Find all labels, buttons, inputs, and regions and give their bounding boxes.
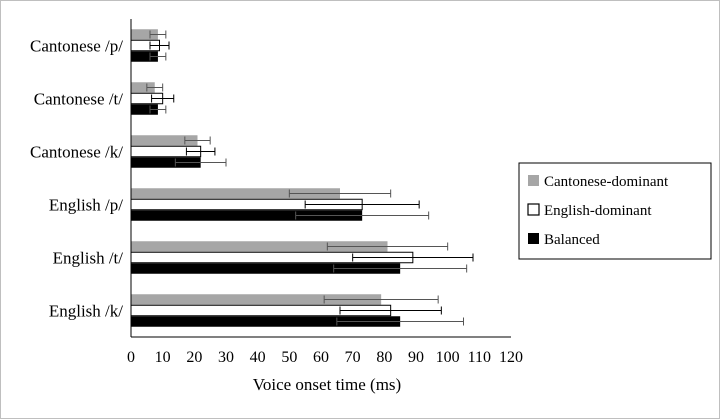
legend-swatch-2: [528, 233, 539, 244]
x-tick-label-8: 80: [376, 349, 392, 366]
error-bars-layer: [146, 30, 474, 326]
bar-balanced-0: [131, 51, 158, 62]
x-tick-label-1: 10: [155, 349, 171, 366]
bar-cantonese-dominant-2: [131, 135, 198, 146]
x-tick-label-4: 40: [250, 349, 266, 366]
bar-balanced-3: [131, 210, 363, 221]
x-tick-label-11: 110: [468, 349, 491, 366]
legend-box: [518, 162, 712, 260]
legend-label-1: English-dominant: [544, 203, 652, 219]
x-tick-label-10: 100: [436, 349, 460, 366]
category-label-3: English /p/: [49, 196, 123, 215]
bar-cantonese-dominant-4: [131, 241, 388, 252]
bar-balanced-5: [131, 316, 401, 327]
x-axis-title: Voice onset time (ms): [253, 375, 401, 394]
category-label-1: Cantonese /t/: [34, 90, 124, 109]
category-label-0: Cantonese /p/: [30, 37, 123, 56]
x-tick-label-7: 70: [345, 349, 361, 366]
category-label-2: Cantonese /k/: [30, 143, 123, 162]
bar-cantonese-dominant-0: [131, 29, 158, 40]
bars-layer: [130, 29, 414, 327]
x-tick-label-12: 120: [499, 349, 523, 366]
legend-swatch-1: [527, 203, 540, 216]
x-tick-label-2: 20: [186, 349, 202, 366]
x-tick-label-0: 0: [127, 349, 135, 366]
bar-cantonese-dominant-5: [131, 294, 382, 305]
legend-swatch-0: [528, 175, 539, 186]
bar-balanced-4: [131, 263, 401, 274]
x-tick-label-6: 60: [313, 349, 329, 366]
category-label-4: English /t/: [53, 249, 124, 268]
bar-balanced-2: [131, 157, 201, 168]
x-tick-labels: 0 10 20 30 40 50 60 70 80 90 100 110 120: [127, 349, 523, 366]
x-tick-label-9: 90: [408, 349, 424, 366]
x-tick-label-5: 50: [281, 349, 297, 366]
legend: Cantonese-dominant English-dominant Balanc…: [518, 162, 712, 260]
bar-cantonese-dominant-3: [131, 188, 340, 199]
legend-label-0: Cantonese-dominant: [544, 174, 669, 190]
legend-label-2: Balanced: [544, 232, 600, 248]
category-label-5: English /k/: [49, 302, 123, 321]
bar-cantonese-dominant-1: [131, 82, 155, 93]
bar-balanced-1: [131, 104, 158, 115]
category-labels: Cantonese /p/Cantonese /t/Cantonese /k/E…: [30, 37, 123, 321]
x-tick-label-3: 30: [218, 349, 234, 366]
